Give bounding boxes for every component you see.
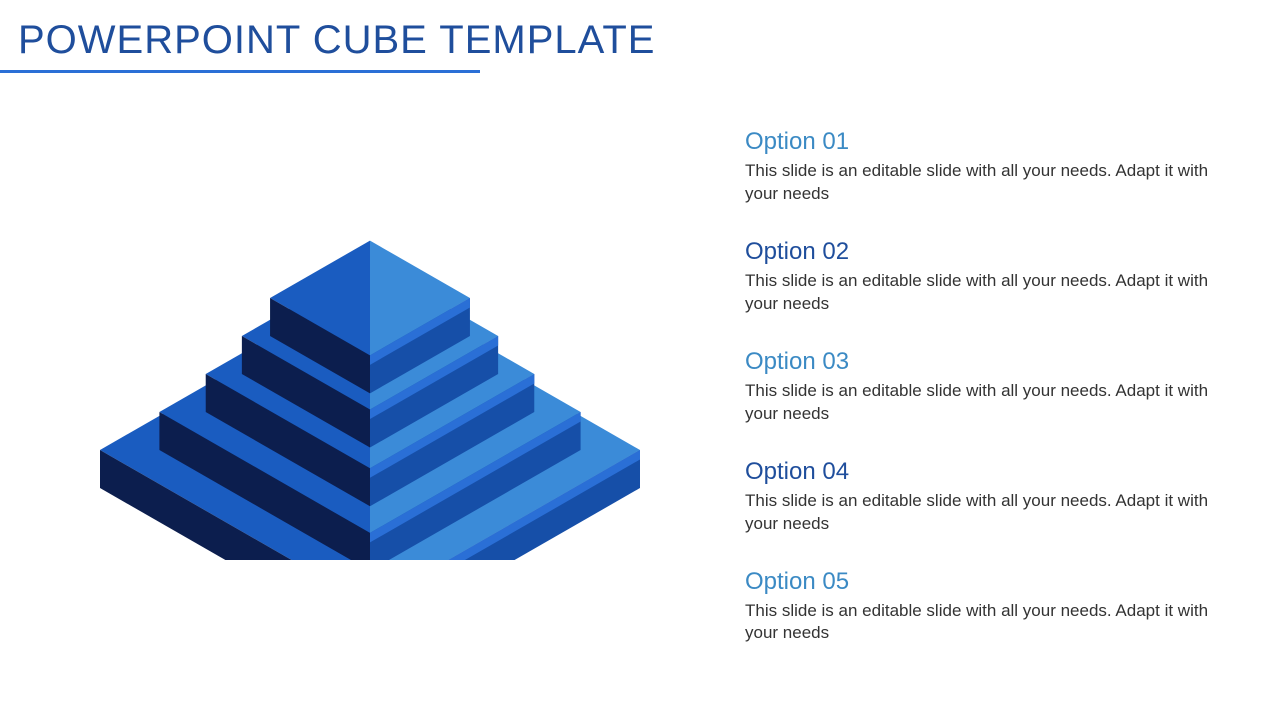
- options-list: Option 01 This slide is an editable slide…: [745, 128, 1225, 677]
- option-item: Option 03 This slide is an editable slide…: [745, 348, 1225, 426]
- option-desc: This slide is an editable slide with all…: [745, 270, 1225, 316]
- option-desc: This slide is an editable slide with all…: [745, 600, 1225, 646]
- page-title: POWERPOINT CUBE TEMPLATE: [18, 18, 655, 63]
- option-desc: This slide is an editable slide with all…: [745, 490, 1225, 536]
- option-item: Option 02 This slide is an editable slide…: [745, 238, 1225, 316]
- option-item: Option 05 This slide is an editable slide…: [745, 568, 1225, 646]
- option-title: Option 03: [745, 348, 1225, 376]
- option-desc: This slide is an editable slide with all…: [745, 380, 1225, 426]
- page-title-text: POWERPOINT CUBE TEMPLATE: [18, 18, 655, 62]
- option-desc: This slide is an editable slide with all…: [745, 160, 1225, 206]
- title-underline: [0, 70, 480, 73]
- option-item: Option 01 This slide is an editable slide…: [745, 128, 1225, 206]
- option-title: Option 04: [745, 458, 1225, 486]
- option-title: Option 05: [745, 568, 1225, 596]
- option-title: Option 01: [745, 128, 1225, 156]
- cube-pyramid-graphic: [70, 160, 670, 560]
- option-item: Option 04 This slide is an editable slide…: [745, 458, 1225, 536]
- option-title: Option 02: [745, 238, 1225, 266]
